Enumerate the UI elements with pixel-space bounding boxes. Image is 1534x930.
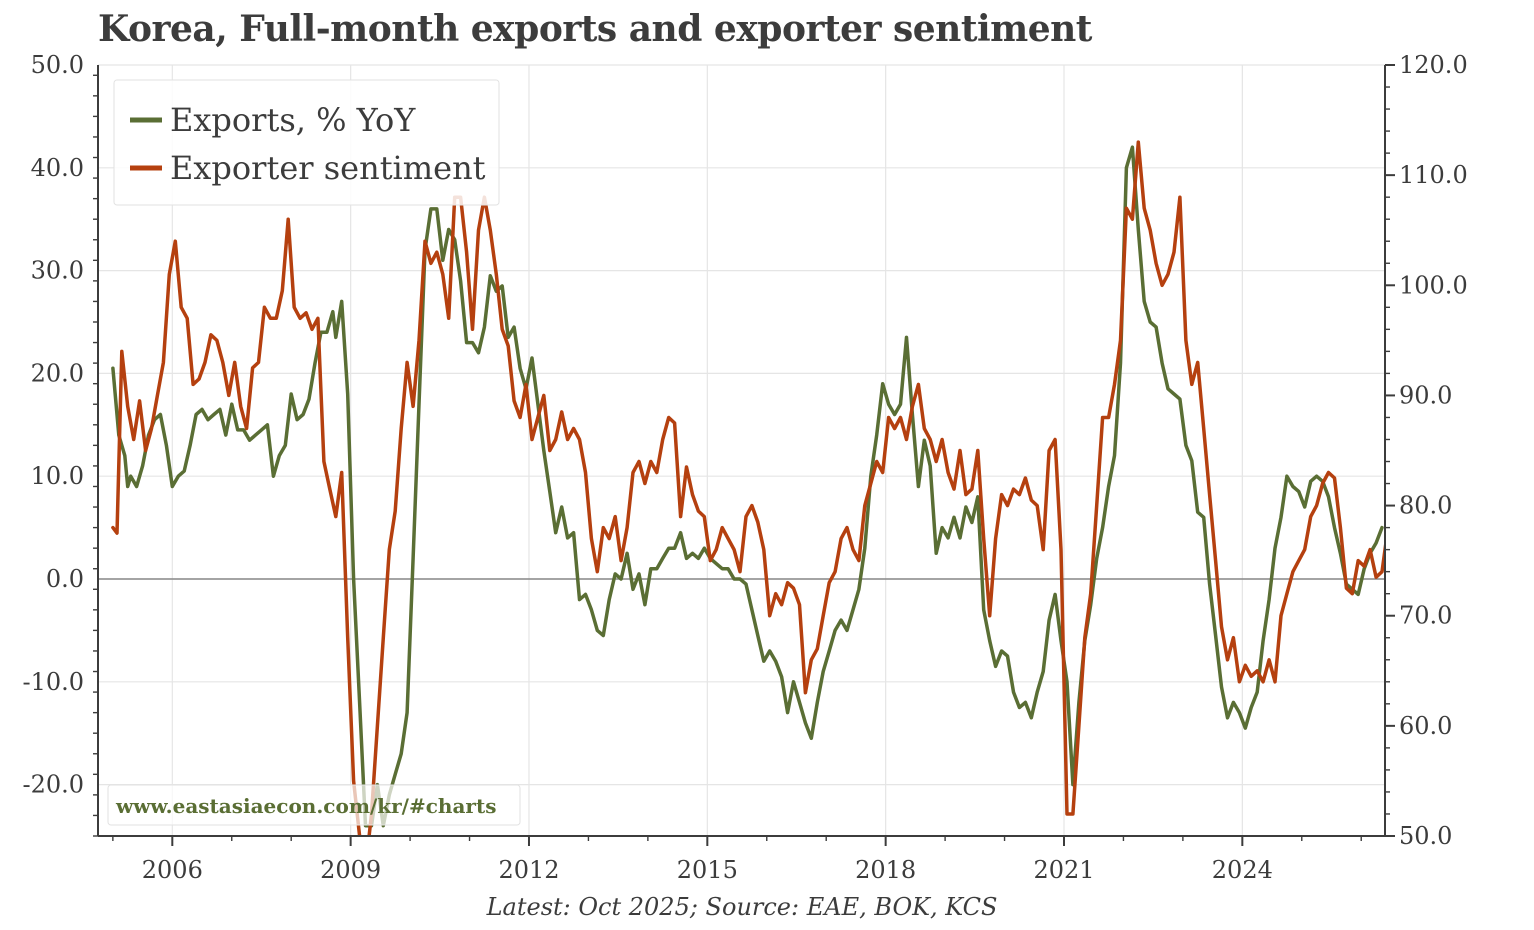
left-tick-label: 10.0 [31,462,84,490]
right-tick-label: 80.0 [1399,492,1452,520]
left-tick-label: 30.0 [31,257,84,285]
left-tick-label: 50.0 [31,51,84,79]
right-tick-label: 110.0 [1399,161,1468,189]
series-line-sentiment [111,140,1385,836]
chart-title: Korea, Full-month exports and exporter s… [98,8,1092,50]
source-caption: Latest: Oct 2025; Source: EAE, BOK, KCS [486,893,998,921]
legend-label-sentiment: Exporter sentiment [170,149,486,187]
x-tick-label: 2012 [498,856,559,884]
right-tick-label: 60.0 [1399,712,1452,740]
right-tick-label: 70.0 [1399,602,1452,630]
right-tick-label: 120.0 [1399,51,1468,79]
axis-layer: -20.0 -10.0 0.0 10.0 20.0 30.0 40.0 50.0 50.0 60.… [22,51,1467,884]
right-tick-label: 90.0 [1399,381,1452,409]
watermark-text: www.eastasiaecon.com/kr/#charts [115,794,496,818]
x-tick-label: 2021 [1033,856,1094,884]
legend-label-exports: Exports, % YoY [170,101,416,139]
right-tick-label: 100.0 [1399,271,1468,299]
series-layer [111,140,1385,836]
left-tick-label: 40.0 [31,154,84,182]
watermark: www.eastasiaecon.com/kr/#charts [107,784,521,826]
x-tick-label: 2006 [142,856,203,884]
left-tick-label: -10.0 [22,668,84,696]
right-tick-label: 50.0 [1399,822,1452,850]
left-tick-label: 20.0 [31,359,84,387]
x-tick-label: 2024 [1212,856,1273,884]
left-tick-label: 0.0 [46,565,84,593]
series-line-exports [111,145,1384,828]
watermark-box [107,784,521,826]
x-tick-label: 2018 [855,856,916,884]
legend-box [113,79,500,206]
x-tick-label: 2009 [320,856,381,884]
legend: Exports, % YoY Exporter sentiment [113,79,500,206]
x-tick-label: 2015 [677,856,738,884]
left-tick-label: -20.0 [22,771,84,799]
